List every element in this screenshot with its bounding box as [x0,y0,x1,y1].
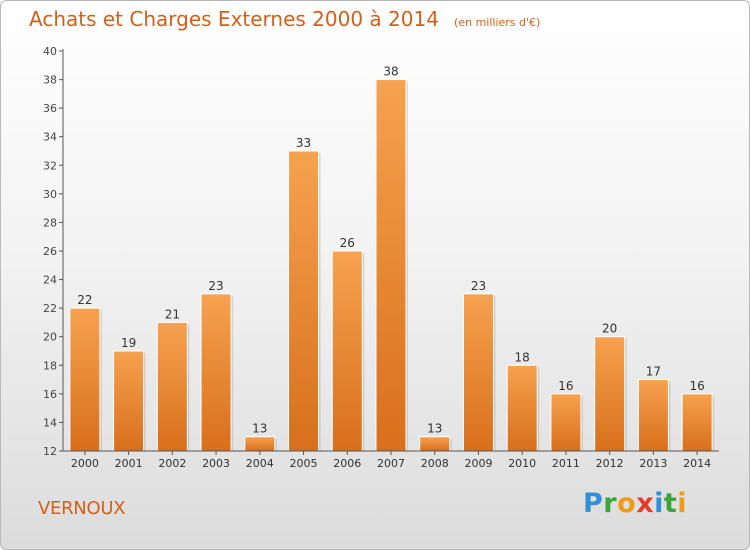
bar-2003 [200,293,232,452]
bar-value-label: 17 [646,365,661,379]
bar-value-label: 13 [252,422,267,436]
x-tick-label: 2014 [683,457,711,470]
chart-title: Achats et Charges Externes 2000 à 2014 [29,7,439,31]
logo-letter: o [617,488,637,519]
bar-value-label: 26 [340,236,355,250]
bar-2014 [681,393,713,452]
bar-2002 [156,321,188,452]
bar-value-label: 33 [296,136,311,150]
x-tick-label: 2005 [290,457,318,470]
bar-2013 [637,379,669,452]
y-tick-label: 30 [43,188,57,201]
bar-value-label: 22 [77,293,92,307]
bar-2006 [331,250,363,452]
bar-value-label: 19 [121,336,136,350]
bar-2010 [506,364,538,452]
x-axis: 2000 2001 2002 2003 2004 2005 2006 2007 2008 2009… [63,450,719,470]
x-tick-label: 2007 [377,457,405,470]
y-tick-label: 26 [43,245,57,258]
bar-value-label: 13 [427,422,442,436]
bar-2009 [462,293,494,452]
y-tick-label: 32 [43,159,57,172]
x-tick-label: 2003 [202,457,230,470]
logo-letter: r [603,488,618,519]
y-tick-label: 36 [43,102,57,115]
y-tick-label: 12 [43,445,57,458]
logo-letter: x [636,488,655,519]
chart-subtitle: (en milliers d'€) [454,16,541,29]
bar-2012 [594,336,626,452]
bar-2004 [244,436,276,452]
y-tick-label: 38 [43,74,57,87]
bar-value-label: 23 [208,279,223,293]
x-tick-label: 2012 [596,457,624,470]
bar-value-label: 16 [689,379,704,393]
y-tick-label: 14 [43,416,57,429]
y-tick-label: 28 [43,216,57,229]
bar-2000 [69,307,101,452]
x-tick-label: 2002 [158,457,186,470]
bar-value-label: 16 [558,379,573,393]
commune-name: VERNOUX [38,498,126,519]
y-tick-label: 24 [43,274,57,287]
x-tick-label: 2004 [246,457,274,470]
y-tick-label: 22 [43,302,57,315]
logo-letter: t [663,488,678,519]
y-tick-label: 20 [43,331,57,344]
x-tick-label: 2001 [115,457,143,470]
x-tick-label: 2013 [639,457,667,470]
bars: 22 19 21 23 13 33 26 38 13 23 18 16 20 17 16 [69,65,715,452]
x-tick-label: 2009 [464,457,492,470]
y-tick-label: 18 [43,359,57,372]
y-tick-label: 16 [43,388,57,401]
y-tick-label: 40 [43,45,57,58]
bar-value-label: 23 [471,279,486,293]
logo-letter: P [583,488,604,519]
bar-value-label: 18 [515,350,530,364]
bar-value-label: 21 [165,307,180,321]
chart-title-block: Achats et Charges Externes 2000 à 2014 (… [29,7,540,31]
x-tick-label: 2000 [71,457,99,470]
bar-2008 [419,436,451,452]
logo-letter: i [654,488,664,519]
y-tick-label: 34 [43,131,57,144]
x-tick-label: 2010 [508,457,536,470]
logo-letter: i [677,488,688,519]
x-tick-label: 2011 [552,457,580,470]
x-tick-label: 2008 [421,457,449,470]
x-tick-label: 2006 [333,457,361,470]
bar-2005 [288,150,320,452]
bar-2011 [550,393,582,452]
proxiti-logo: Proxiti [583,488,687,519]
bar-2007 [375,79,407,452]
bar-value-label: 38 [383,65,398,79]
bar-2001 [113,350,145,452]
bar-value-label: 20 [602,322,617,336]
y-axis: 12 14 16 18 20 22 24 26 28 30 32 34 36 38 40 [43,45,64,458]
